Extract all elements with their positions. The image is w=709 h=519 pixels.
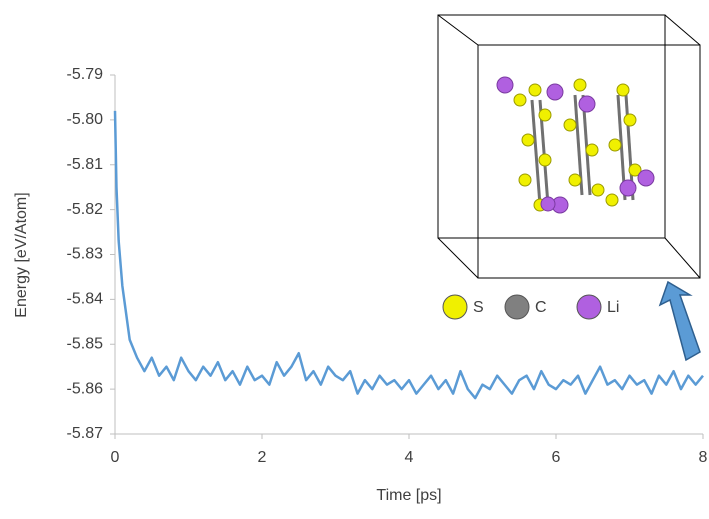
y-axis-label: Energy [eV/Atom]	[13, 192, 30, 317]
inset-arrow	[660, 282, 700, 360]
x-tick-label: 8	[699, 449, 708, 466]
legend-label: C	[535, 299, 547, 316]
y-tick-label: -5.81	[67, 156, 104, 173]
y-tick-label: -5.86	[67, 380, 104, 397]
y-tick-label: -5.82	[67, 201, 104, 218]
y-tick-label: -5.79	[67, 66, 104, 83]
x-tick-label: 4	[405, 449, 414, 466]
legend-swatch	[443, 295, 467, 319]
y-tick-label: -5.84	[67, 291, 104, 308]
data-line	[115, 111, 703, 398]
y-tick-label: -5.87	[67, 425, 104, 442]
legend-label: S	[473, 299, 484, 316]
x-tick-label: 6	[552, 449, 561, 466]
y-tick-label: -5.80	[67, 111, 104, 128]
x-axis-label: Time [ps]	[376, 487, 441, 504]
chart: Time [ps] Energy [eV/Atom] -5.79 -5.80 -5.…	[0, 0, 709, 514]
y-tick-label: -5.83	[67, 246, 104, 263]
legend-swatch	[505, 295, 529, 319]
inset-structure	[438, 15, 700, 278]
x-tick-label: 2	[258, 449, 267, 466]
y-tick-label: -5.85	[67, 335, 104, 352]
inset-molecule	[497, 77, 654, 213]
legend-label: Li	[607, 299, 619, 316]
x-tick-label: 0	[111, 449, 120, 466]
legend-swatch	[577, 295, 601, 319]
